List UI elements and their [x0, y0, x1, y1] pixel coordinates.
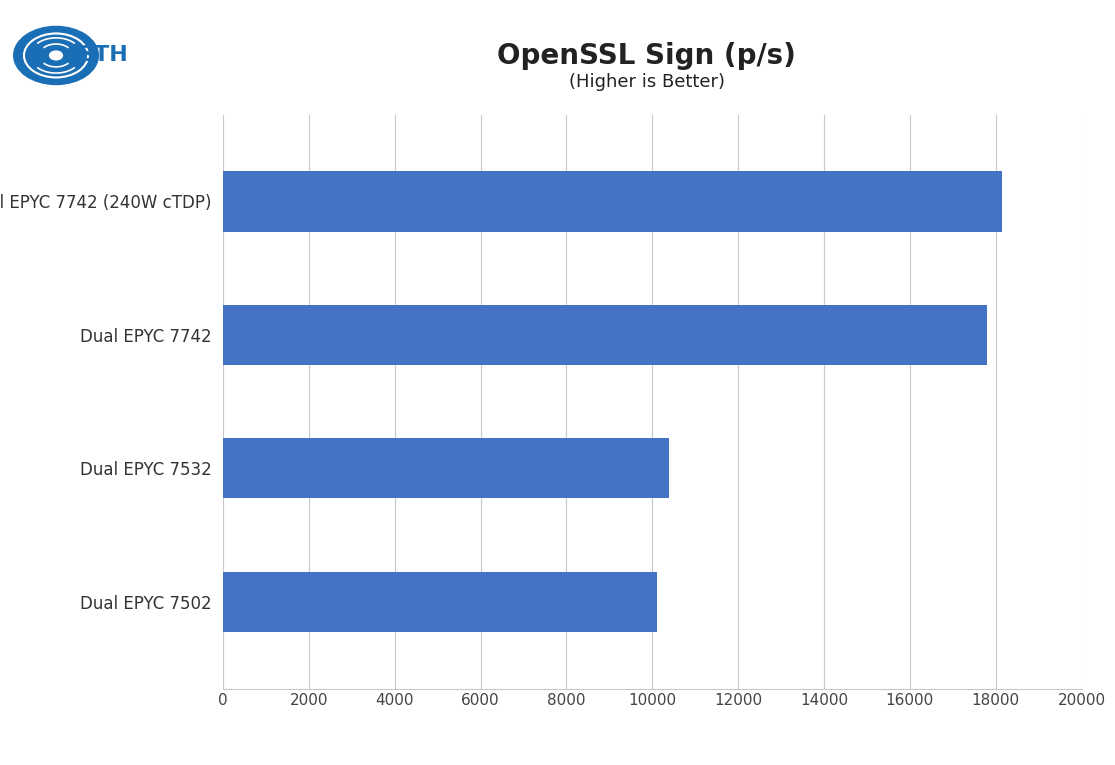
Circle shape [13, 27, 98, 84]
Bar [223, 438, 669, 498]
Bar [223, 305, 987, 365]
Text: STH: STH [78, 45, 128, 66]
Text: (Higher is Better): (Higher is Better) [569, 73, 725, 91]
Bar [223, 171, 1002, 232]
Bar [223, 571, 657, 632]
Circle shape [49, 51, 62, 60]
Text: OpenSSL Sign (p/s): OpenSSL Sign (p/s) [497, 42, 796, 70]
